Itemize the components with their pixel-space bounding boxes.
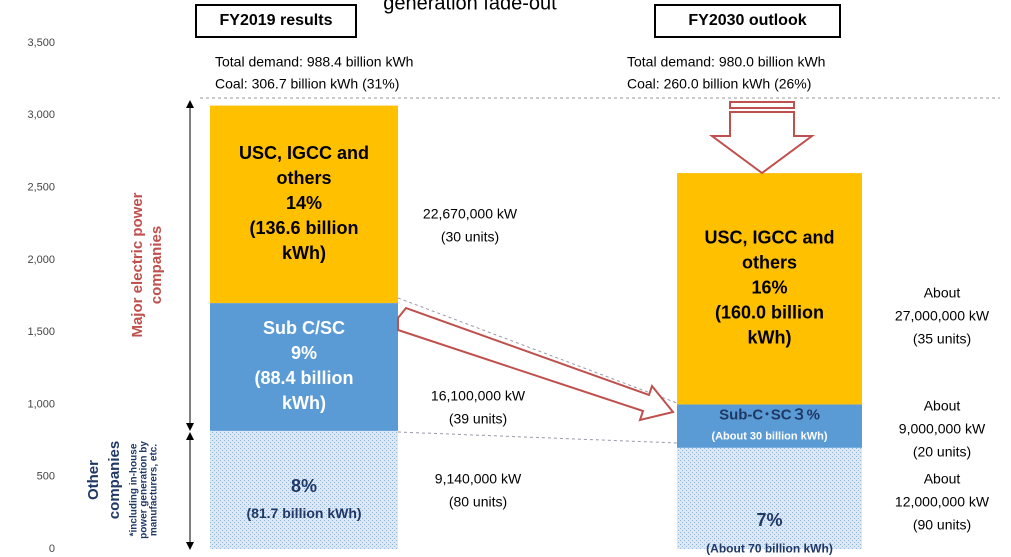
other-note: power generation by — [139, 441, 150, 539]
segment-label: kWh) — [282, 243, 326, 263]
capacity-label: (80 units) — [449, 494, 507, 510]
segment-label: kWh) — [282, 393, 326, 413]
bar-segment — [210, 303, 398, 431]
segment-label: Sub-C･SC３% — [719, 407, 820, 424]
capacity-label: 22,670,000 kW — [423, 206, 518, 222]
segment-label: 7% — [756, 510, 782, 530]
segment-label: USC, IGCC and — [239, 143, 369, 163]
major-label: Major electric power — [129, 192, 146, 337]
total-label: Total demand: 988.4 billion kWh — [215, 54, 413, 70]
category-box — [195, 4, 357, 38]
segment-label: USC, IGCC and — [704, 228, 834, 248]
category-label: FY2019 results — [220, 12, 333, 29]
segment-label: others — [276, 168, 331, 188]
capacity-label: About — [924, 471, 961, 487]
capacity-label: About — [924, 285, 961, 301]
capacity-label: 12,000,000 kW — [895, 494, 990, 510]
other-label: companies — [106, 441, 123, 519]
segment-label: 9% — [291, 343, 317, 363]
segment-label: (About 30 billion kWh) — [711, 431, 827, 443]
total-label: Coal: 306.7 billion kWh (31%) — [215, 76, 399, 92]
other-label: Other — [85, 460, 102, 500]
category-box — [654, 4, 841, 38]
other-note: *including in-house — [129, 443, 140, 536]
bar-segment — [677, 447, 862, 549]
y-tick-label: 3,000 — [27, 109, 55, 121]
capacity-label: (20 units) — [913, 444, 971, 460]
y-tick-label: 2,500 — [27, 181, 55, 193]
bar-segment — [677, 173, 862, 405]
dashed-line — [397, 297, 678, 404]
segment-label: (136.6 billion — [249, 218, 358, 238]
other-note: manufacturers, etc. — [149, 444, 160, 536]
capacity-label: (39 units) — [449, 411, 507, 427]
capacity-label: 9,000,000 kW — [899, 421, 986, 437]
capacity-label: (35 units) — [913, 331, 971, 347]
total-label: Coal: 260.0 billion kWh (26%) — [627, 76, 811, 92]
capacity-label: (30 units) — [441, 229, 499, 245]
capacity-label: 9,140,000 kW — [435, 471, 522, 487]
capacity-label: (90 units) — [913, 517, 971, 533]
y-tick-label: 2,000 — [27, 254, 55, 266]
segment-label: (81.7 billion kWh) — [246, 505, 361, 521]
capacity-label: 27,000,000 kW — [895, 308, 990, 324]
bar-segment — [677, 404, 862, 448]
segment-label: Sub C/SC — [263, 318, 345, 338]
capacity-label: About — [924, 398, 961, 414]
segment-label: others — [742, 253, 797, 273]
segment-label: (88.4 billion — [254, 368, 353, 388]
y-tick-label: 1,500 — [27, 326, 55, 338]
total-label: Total demand: 980.0 billion kWh — [627, 54, 825, 70]
segment-label: 8% — [291, 476, 317, 496]
bar-segment — [210, 430, 398, 549]
y-tick-label: 500 — [37, 471, 55, 483]
segment-label: (160.0 billion — [715, 303, 824, 323]
y-tick-label: 0 — [49, 543, 55, 555]
chart-title: generation fade-out — [383, 0, 557, 14]
arrow — [397, 306, 675, 422]
y-tick-label: 3,500 — [27, 37, 55, 49]
arrow — [708, 111, 816, 175]
segment-label: 16% — [751, 278, 787, 298]
segment-label: (About 70 billion kWh) — [706, 542, 833, 556]
bar-segment — [210, 105, 398, 304]
capacity-label: 16,100,000 kW — [431, 388, 526, 404]
major-label: companies — [148, 226, 165, 304]
dashed-line — [397, 431, 678, 444]
y-tick-label: 1,000 — [27, 398, 55, 410]
segment-label: 14% — [286, 193, 322, 213]
arrow — [729, 101, 795, 109]
category-label: FY2030 outlook — [688, 12, 806, 29]
segment-label: kWh) — [748, 328, 792, 348]
